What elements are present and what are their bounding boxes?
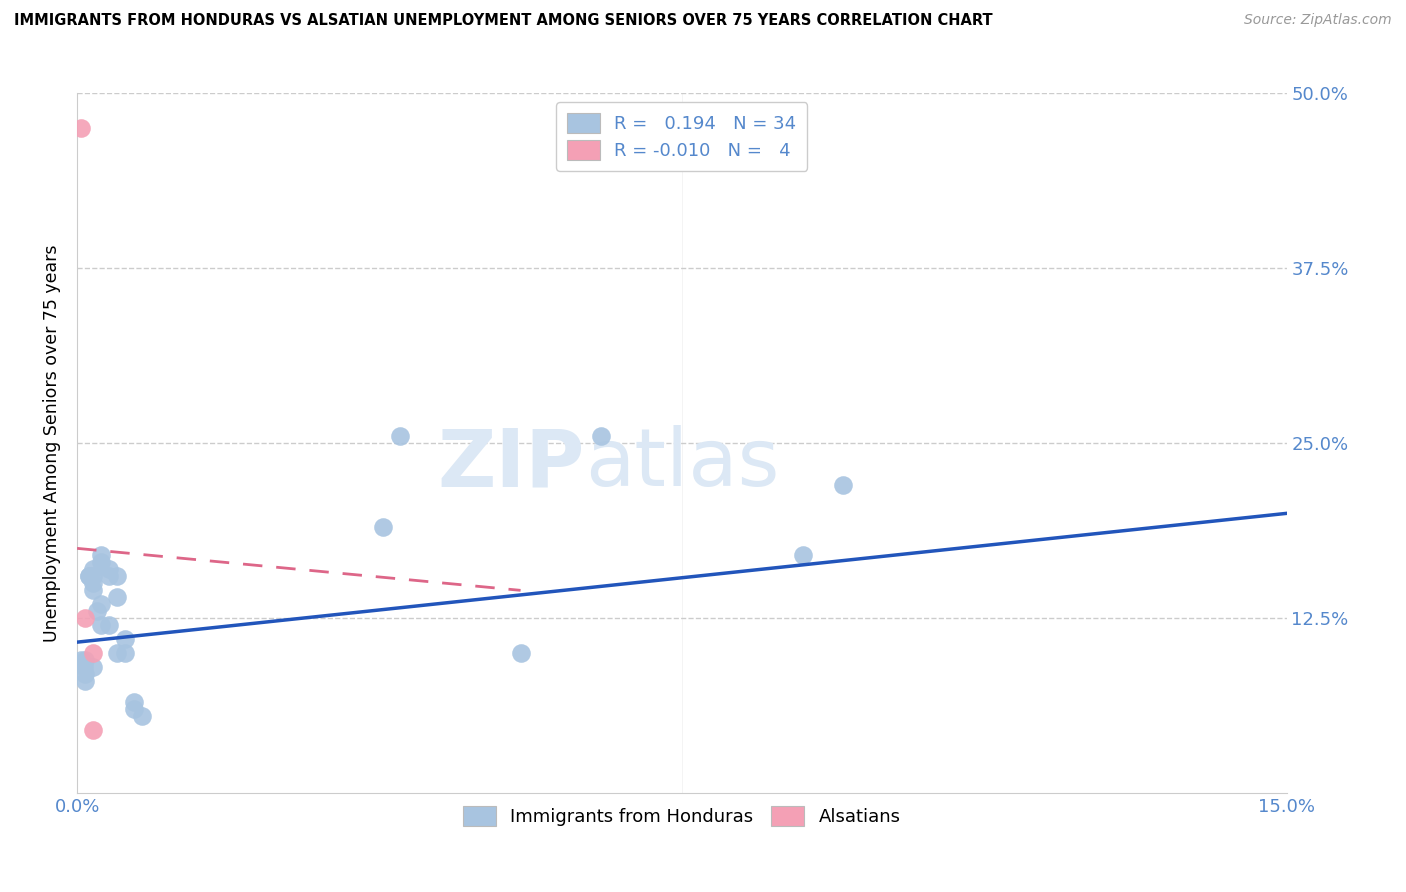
Point	[122, 695, 145, 709]
Point	[98, 618, 121, 632]
Text: Source: ZipAtlas.com: Source: ZipAtlas.com	[1244, 13, 1392, 28]
Point	[591, 429, 613, 443]
Point	[90, 598, 112, 612]
Point	[131, 709, 153, 723]
Point	[86, 604, 108, 618]
Point	[107, 591, 129, 605]
Point	[75, 611, 97, 625]
Point	[82, 576, 104, 591]
Point	[90, 555, 112, 569]
Point	[107, 569, 129, 583]
Point	[832, 478, 855, 492]
Point	[70, 121, 93, 136]
Point	[75, 667, 97, 681]
Point	[82, 723, 104, 738]
Text: atlas: atlas	[585, 425, 779, 503]
Point	[82, 569, 104, 583]
Point	[98, 562, 121, 576]
Point	[82, 562, 104, 576]
Point	[114, 632, 136, 647]
Point	[77, 569, 100, 583]
Legend: Immigrants from Honduras, Alsatians: Immigrants from Honduras, Alsatians	[456, 799, 908, 833]
Point	[75, 653, 97, 667]
Point	[75, 674, 97, 689]
Point	[90, 618, 112, 632]
Y-axis label: Unemployment Among Seniors over 75 years: Unemployment Among Seniors over 75 years	[44, 244, 60, 642]
Point	[82, 646, 104, 660]
Point	[792, 549, 814, 563]
Point	[107, 646, 129, 660]
Point	[388, 429, 411, 443]
Point	[373, 520, 395, 534]
Point	[122, 702, 145, 716]
Point	[72, 660, 94, 674]
Point	[82, 660, 104, 674]
Point	[114, 646, 136, 660]
Point	[70, 653, 93, 667]
Text: IMMIGRANTS FROM HONDURAS VS ALSATIAN UNEMPLOYMENT AMONG SENIORS OVER 75 YEARS CO: IMMIGRANTS FROM HONDURAS VS ALSATIAN UNE…	[14, 13, 993, 29]
Point	[90, 549, 112, 563]
Point	[82, 583, 104, 598]
Point	[509, 646, 531, 660]
Text: ZIP: ZIP	[437, 425, 585, 503]
Point	[77, 569, 100, 583]
Point	[98, 569, 121, 583]
